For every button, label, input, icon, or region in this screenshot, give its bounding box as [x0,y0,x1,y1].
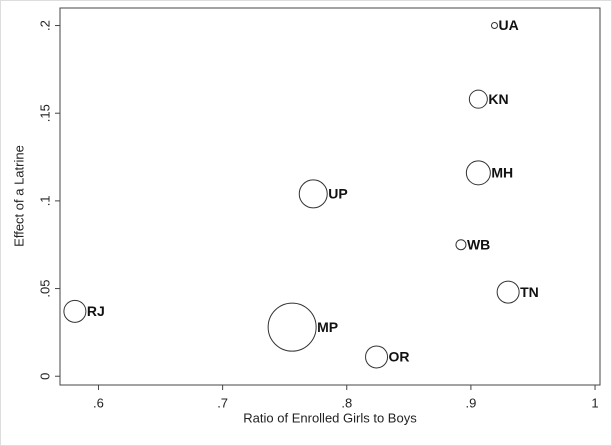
bubble [63,299,87,323]
point-label: TN [520,284,539,300]
bubble [298,179,328,209]
point-label: RJ [87,303,105,319]
point-label: MH [491,165,513,181]
point-label: UP [328,186,347,202]
bubble [455,239,467,251]
plot-area [59,7,601,386]
x-tick-label: .7 [217,395,228,410]
x-tick-label: .9 [465,395,476,410]
point-label: OR [389,349,410,365]
bubble [465,160,491,186]
x-tick-label: .6 [93,395,104,410]
bubble [496,280,520,304]
y-tick-label: .2 [37,20,52,31]
bubble [468,89,488,109]
y-axis-label: Effect of a Latrine [11,145,26,247]
x-tick-label: .8 [341,395,352,410]
x-axis-label: Ratio of Enrolled Girls to Boys [243,410,417,425]
y-tick-label: .05 [37,280,52,298]
bubble [365,345,389,369]
y-tick-label: 0 [37,373,52,380]
point-label: WB [467,236,490,252]
x-tick-label: 1 [591,395,598,410]
point-label: MP [317,319,338,335]
bubble [490,22,498,30]
y-tick-label: .15 [37,104,52,122]
point-label: UA [498,17,518,33]
y-tick-label: .1 [37,195,52,206]
bubble [267,302,317,352]
point-label: KN [488,91,508,107]
